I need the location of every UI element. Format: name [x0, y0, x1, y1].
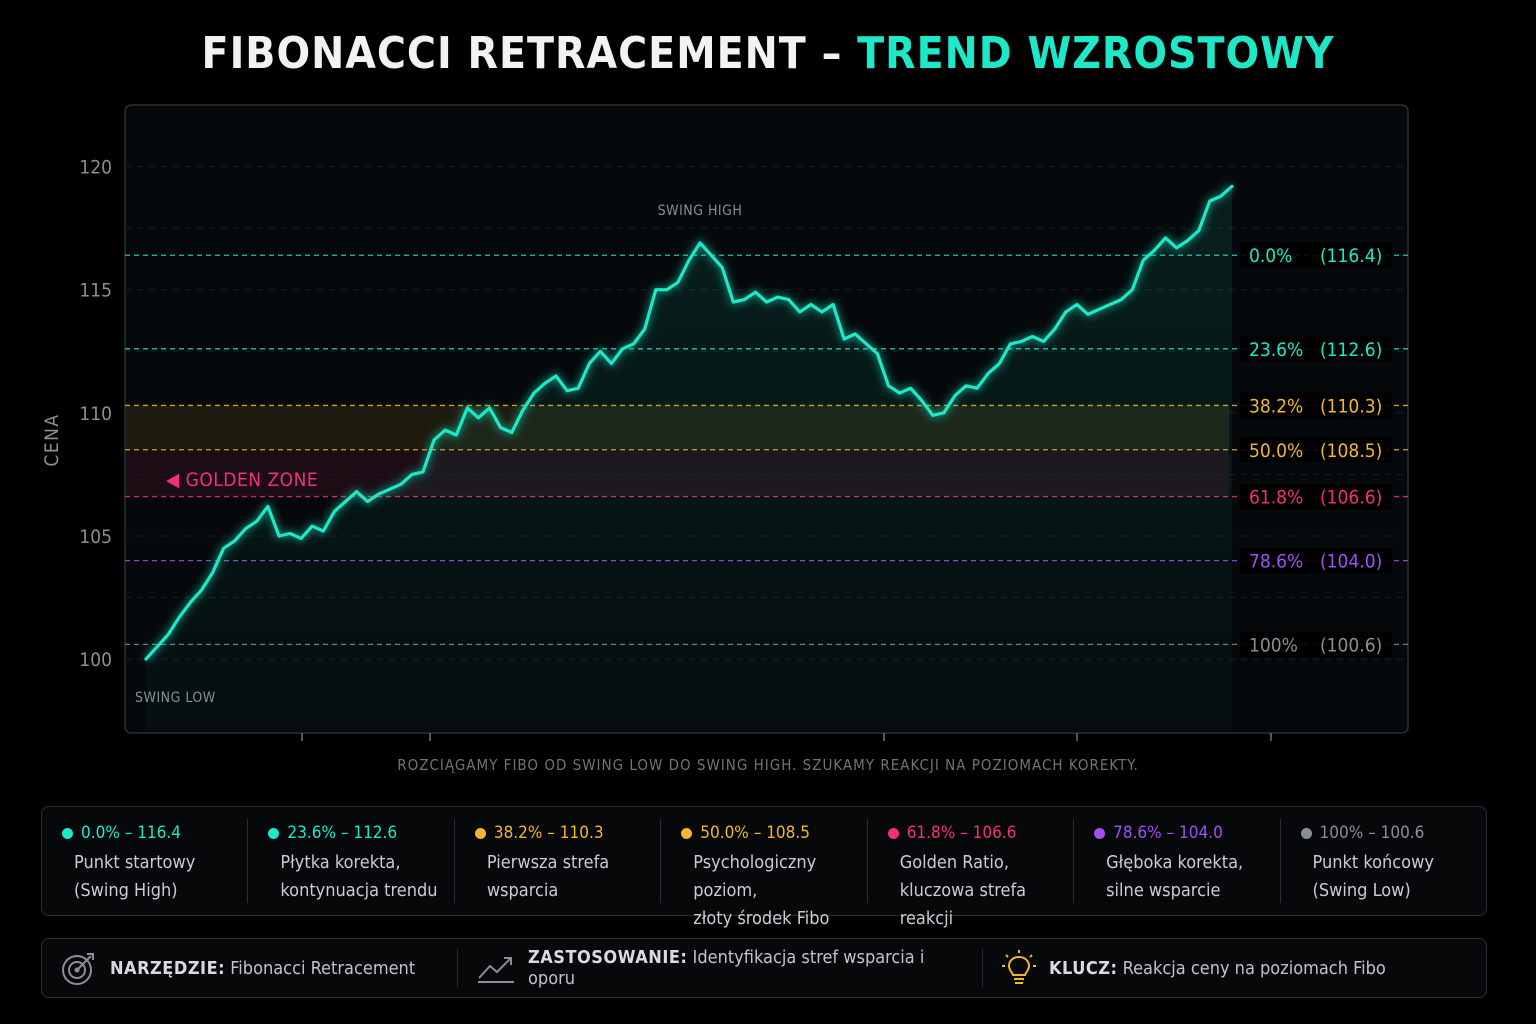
- chart-note: ROZCIĄGAMY FIBO OD SWING LOW DO SWING HI…: [397, 756, 1139, 774]
- legend-item-5: 78.6% – 104.0 Głęboka korekta, silne wsp…: [1074, 819, 1281, 903]
- y-tick-label: 120: [79, 157, 112, 179]
- legend-dot-icon: [474, 827, 486, 839]
- legend-head: 0.0% – 116.4: [81, 823, 181, 843]
- y-tick-label: 115: [79, 280, 112, 302]
- fib-label-bg: [1240, 436, 1392, 463]
- footer-key-label: KLUCZ:: [1049, 957, 1118, 979]
- fib-label-bg: [1240, 242, 1392, 269]
- legend-item-6: 100% – 100.6 Punkt końcowy (Swing Low): [1281, 819, 1486, 903]
- footer-divider: [457, 949, 458, 987]
- footer-tool-label: NARZĘDZIE:: [110, 957, 226, 979]
- fib-level-value: (104.0): [1320, 551, 1382, 573]
- swing-high-label: SWING HIGH: [658, 203, 743, 219]
- chart-area: 100 105 110 115 120 CENA 0.0% (116.4) 23.6% (112.…: [41, 104, 1409, 741]
- legend-dot-icon: [887, 827, 899, 839]
- legend-head: 100% – 100.6: [1319, 823, 1425, 843]
- legend-desc: Głęboka korekta, silne wsparcie: [1106, 852, 1244, 901]
- trend-chart-icon: [476, 952, 516, 984]
- legend-head: 50.0% – 108.5: [700, 823, 810, 843]
- footer-use-value: Identyfikacja stref wsparcia i oporu: [528, 947, 925, 989]
- price-area: [146, 186, 1232, 732]
- y-tick-label: 105: [79, 526, 112, 548]
- legend-head: 23.6% – 112.6: [287, 823, 398, 843]
- legend-desc: Punkt startowy (Swing High): [74, 852, 196, 901]
- fib-level-pct: 78.6%: [1249, 551, 1303, 573]
- legend-item-1: 23.6% – 112.6 Płytka korekta, kontynuacj…: [248, 819, 455, 903]
- fib-level-pct: 100%: [1249, 634, 1298, 656]
- fib-level-value: (112.6): [1320, 339, 1382, 361]
- fib-level-pct: 38.2%: [1249, 395, 1303, 417]
- legend-item-0: 0.0% – 116.4 Punkt startowy (Swing High): [42, 819, 249, 903]
- legend-dot-icon: [62, 827, 73, 839]
- legend-item-2: 38.2% – 110.3 Pierwsza strefa wsparcia: [455, 819, 662, 903]
- legend-head: 61.8% – 106.6: [906, 823, 1017, 843]
- price-line: [144, 184, 1234, 661]
- title-accent: TREND WZROSTOWY: [857, 28, 1335, 79]
- legend-desc: Płytka korekta, kontynuacja trendu: [280, 852, 438, 901]
- footer-tool-value: Fibonacci Retracement: [230, 957, 416, 979]
- legend-desc: Psychologiczny poziom, złoty środek Fibo: [693, 852, 830, 929]
- fib-level-value: (106.6): [1320, 487, 1382, 509]
- legend-panel: 0.0% – 116.4 Punkt startowy (Swing High)…: [41, 806, 1487, 929]
- footer-key-value: Reakcja ceny na poziomach Fibo: [1122, 957, 1386, 979]
- fib-level-value: (108.5): [1320, 440, 1382, 462]
- fib-label-bg: [1240, 483, 1392, 510]
- fibonacci-chart: 100 105 110 115 120 CENA 0.0% (116.4) 23.6% (112.…: [41, 104, 1409, 741]
- fib-label-bg: [1240, 392, 1392, 419]
- fib-level-value: (110.3): [1320, 395, 1382, 417]
- title-main: FIBONACCI RETRACEMENT –: [201, 28, 843, 79]
- fib-level-pct: 0.0%: [1249, 245, 1292, 267]
- legend-dot-icon: [268, 827, 280, 839]
- y-tick-label: 110: [79, 403, 112, 425]
- legend-desc: Punkt końcowy (Swing Low): [1312, 852, 1434, 901]
- fib-label-bg: [1240, 631, 1392, 658]
- footer-use: ZASTOSOWANIE: Identyfikacja stref wsparc…: [458, 939, 982, 997]
- footer-key: KLUCZ: Reakcja ceny na poziomach Fibo: [983, 939, 1404, 997]
- lightbulb-icon: [1001, 949, 1037, 987]
- target-icon: [60, 949, 98, 987]
- fib-level-value: (116.4): [1320, 245, 1382, 267]
- legend-head: 78.6% – 104.0: [1113, 823, 1223, 843]
- footer-tool: NARZĘDZIE: Fibonacci Retracement: [42, 939, 457, 997]
- legend-item-4: 61.8% – 106.6 Golden Ratio, kluczowa str…: [868, 819, 1075, 929]
- footer-divider: [982, 949, 983, 987]
- swing-low-label: SWING LOW: [135, 690, 216, 706]
- legend-desc: Pierwsza strefa wsparcia: [486, 852, 610, 901]
- fib-level-pct: 23.6%: [1249, 339, 1303, 361]
- page-title: FIBONACCI RETRACEMENT – TREND WZROSTOWY: [0, 28, 1536, 79]
- fib-label-bg: [1240, 335, 1392, 362]
- y-axis-label: CENA: [41, 413, 63, 466]
- legend-dot-icon: [1300, 827, 1312, 839]
- fib-label-bg: [1240, 547, 1392, 574]
- legend-desc: Golden Ratio, kluczowa strefa reakcji: [899, 852, 1027, 929]
- legend-dot-icon: [1094, 827, 1106, 839]
- footer-panel: NARZĘDZIE: Fibonacci Retracement ZASTOSO…: [41, 938, 1487, 998]
- golden-zone-label: ◀ GOLDEN ZONE: [166, 469, 318, 491]
- legend-dot-icon: [681, 827, 693, 839]
- fib-level-pct: 50.0%: [1249, 440, 1303, 462]
- legend-item-3: 50.0% – 108.5 Psychologiczny poziom, zło…: [661, 819, 868, 929]
- fib-level-pct: 61.8%: [1249, 487, 1303, 509]
- fib-level-value: (100.6): [1320, 634, 1382, 656]
- y-tick-label: 100: [79, 649, 112, 671]
- legend-head: 38.2% – 110.3: [493, 823, 604, 843]
- footer-use-label: ZASTOSOWANIE:: [528, 947, 688, 968]
